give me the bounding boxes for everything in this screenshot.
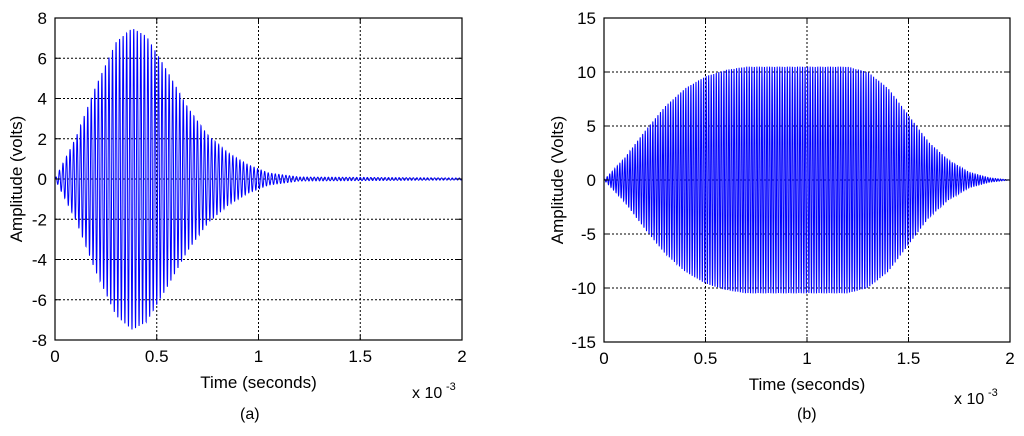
- y-tick-label: -5: [581, 225, 596, 244]
- y-tick-label: -4: [32, 251, 47, 270]
- y-tick-label: -2: [32, 210, 47, 229]
- panel-a-caption: (a): [240, 406, 260, 423]
- x-axis-label: Time (seconds): [200, 373, 317, 392]
- x-tick-label: 0: [599, 349, 608, 368]
- signal-series-line: [54, 28, 463, 330]
- y-tick-label: -6: [32, 291, 47, 310]
- x-axis-multiplier: x 10: [412, 385, 442, 402]
- y-tick-label: 4: [38, 90, 47, 109]
- chart-b-svg: 0 0.5 1 1.5 2 -15 -10 -5 0 5 10 15 Time (seconds) Amp…: [548, 9, 1015, 408]
- chart-a-svg: 0 0.5 1 1.5 2 -8 -6 -4 -2 0 2 4 6 8 Time (seconds) Ampl…: [7, 9, 467, 402]
- x-tick-label: 0.5: [145, 347, 169, 366]
- x-axis-label: Time (seconds): [749, 375, 866, 394]
- y-tick-label: 6: [38, 49, 47, 68]
- y-tick-label: 2: [38, 130, 47, 149]
- y-tick-label: 5: [587, 117, 596, 136]
- x-tick-label: 2: [1005, 349, 1014, 368]
- y-tick-label: -8: [32, 331, 47, 350]
- x-axis-multiplier-exponent: -3: [988, 387, 998, 399]
- y-tick-label: 10: [577, 63, 596, 82]
- y-tick-label: 0: [38, 170, 47, 189]
- x-tick-label: 0: [50, 347, 59, 366]
- x-axis-multiplier: x 10: [954, 391, 984, 408]
- x-tick-label: 0.5: [694, 349, 718, 368]
- signal-series-line: [603, 66, 1010, 294]
- chart-panel-b: 0 0.5 1 1.5 2 -15 -10 -5 0 5 10 15 Time (seconds) Amp…: [505, 0, 1024, 436]
- x-tick-label: 1.5: [897, 349, 921, 368]
- y-tick-label: 15: [577, 9, 596, 28]
- y-axis-label: Amplitude (volts): [7, 116, 26, 243]
- x-tick-label: 1.5: [348, 347, 372, 366]
- x-tick-label: 2: [457, 347, 466, 366]
- x-axis-multiplier-exponent: -3: [446, 381, 456, 393]
- y-tick-label: 0: [587, 171, 596, 190]
- chart-panel-a: 0 0.5 1 1.5 2 -8 -6 -4 -2 0 2 4 6 8 Time (seconds) Ampl…: [0, 0, 500, 436]
- panel-b-caption: (b): [797, 406, 817, 423]
- y-tick-label: -10: [571, 279, 596, 298]
- x-tick-label: 1: [802, 349, 811, 368]
- y-axis-label: Amplitude (Volts): [548, 116, 567, 245]
- y-tick-label: 8: [38, 9, 47, 28]
- y-tick-label: -15: [571, 333, 596, 352]
- x-tick-label: 1: [254, 347, 263, 366]
